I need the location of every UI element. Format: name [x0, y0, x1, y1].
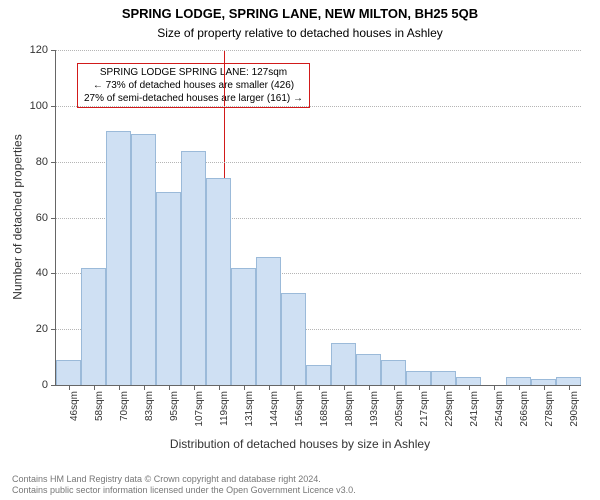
- x-axis-label: Distribution of detached houses by size …: [0, 437, 600, 451]
- x-tick-label: 278sqm: [544, 391, 555, 427]
- x-tick-label: 168sqm: [319, 391, 330, 427]
- x-tick: [219, 385, 220, 390]
- x-tick-label: 156sqm: [294, 391, 305, 427]
- x-tick: [294, 385, 295, 390]
- histogram-bar: [306, 365, 331, 385]
- histogram-bar: [331, 343, 356, 385]
- x-tick-label: 95sqm: [169, 391, 180, 421]
- histogram-bar: [231, 268, 256, 385]
- x-tick: [144, 385, 145, 390]
- x-tick-label: 254sqm: [494, 391, 505, 427]
- x-tick-label: 70sqm: [119, 391, 130, 421]
- x-tick: [519, 385, 520, 390]
- x-tick: [194, 385, 195, 390]
- y-tick: [51, 329, 56, 330]
- x-tick: [94, 385, 95, 390]
- x-tick-label: 46sqm: [69, 391, 80, 421]
- y-tick-label: 120: [30, 44, 48, 56]
- x-tick: [344, 385, 345, 390]
- histogram-bar: [206, 178, 231, 385]
- y-tick: [51, 218, 56, 219]
- histogram-bar: [106, 131, 131, 385]
- x-tick: [444, 385, 445, 390]
- chart-title: SPRING LODGE, SPRING LANE, NEW MILTON, B…: [0, 6, 600, 21]
- x-tick: [169, 385, 170, 390]
- histogram-bar: [181, 151, 206, 386]
- x-tick-label: 83sqm: [144, 391, 155, 421]
- x-tick: [494, 385, 495, 390]
- histogram-bar: [256, 257, 281, 385]
- x-tick: [244, 385, 245, 390]
- x-tick: [269, 385, 270, 390]
- y-tick: [51, 273, 56, 274]
- plot-area: SPRING LODGE SPRING LANE: 127sqm ← 73% o…: [55, 50, 581, 386]
- x-tick-label: 144sqm: [269, 391, 280, 427]
- annotation-line-2: ← 73% of detached houses are smaller (42…: [84, 79, 303, 92]
- x-tick-label: 217sqm: [419, 391, 430, 427]
- histogram-bar: [156, 192, 181, 385]
- y-tick: [51, 385, 56, 386]
- y-tick: [51, 50, 56, 51]
- y-tick: [51, 106, 56, 107]
- x-tick-label: 266sqm: [519, 391, 530, 427]
- y-axis-label: Number of detached properties: [10, 49, 24, 384]
- footer-line-1: Contains HM Land Registry data © Crown c…: [12, 474, 356, 485]
- footer-line-2: Contains public sector information licen…: [12, 485, 356, 496]
- y-tick-label: 80: [36, 156, 48, 168]
- grid-line: [56, 106, 581, 107]
- x-tick-label: 107sqm: [194, 391, 205, 427]
- histogram-bar: [281, 293, 306, 385]
- histogram-bar: [431, 371, 456, 385]
- x-tick-label: 180sqm: [344, 391, 355, 427]
- x-tick-label: 229sqm: [444, 391, 455, 427]
- x-tick-label: 119sqm: [219, 391, 230, 426]
- x-tick: [119, 385, 120, 390]
- x-tick: [419, 385, 420, 390]
- x-tick-label: 290sqm: [569, 391, 580, 427]
- x-tick-label: 58sqm: [94, 391, 105, 421]
- histogram-bar: [506, 377, 531, 385]
- histogram-bar: [356, 354, 381, 385]
- histogram-bar: [556, 377, 581, 385]
- x-tick: [369, 385, 370, 390]
- histogram-bar: [456, 377, 481, 385]
- grid-line: [56, 50, 581, 51]
- x-tick: [69, 385, 70, 390]
- annotation-box: SPRING LODGE SPRING LANE: 127sqm ← 73% o…: [77, 63, 310, 108]
- histogram-bar: [381, 360, 406, 385]
- chart-container: SPRING LODGE, SPRING LANE, NEW MILTON, B…: [0, 0, 600, 500]
- y-tick-label: 60: [36, 212, 48, 224]
- x-tick-label: 205sqm: [394, 391, 405, 427]
- y-tick-label: 20: [36, 323, 48, 335]
- y-tick-label: 40: [36, 267, 48, 279]
- x-tick: [394, 385, 395, 390]
- x-tick-label: 193sqm: [369, 391, 380, 427]
- x-tick: [469, 385, 470, 390]
- x-tick-label: 241sqm: [469, 391, 480, 427]
- annotation-line-3: 27% of semi-detached houses are larger (…: [84, 92, 303, 105]
- histogram-bar: [81, 268, 106, 385]
- x-tick: [319, 385, 320, 390]
- y-tick-label: 100: [30, 100, 48, 112]
- footer: Contains HM Land Registry data © Crown c…: [12, 474, 356, 497]
- histogram-bar: [56, 360, 81, 385]
- y-tick: [51, 162, 56, 163]
- x-tick: [569, 385, 570, 390]
- chart-subtitle: Size of property relative to detached ho…: [0, 26, 600, 40]
- x-tick-label: 131sqm: [244, 391, 255, 427]
- histogram-bar: [131, 134, 156, 385]
- histogram-bar: [406, 371, 431, 385]
- y-tick-label: 0: [42, 379, 48, 391]
- annotation-line-1: SPRING LODGE SPRING LANE: 127sqm: [84, 66, 303, 79]
- x-tick: [544, 385, 545, 390]
